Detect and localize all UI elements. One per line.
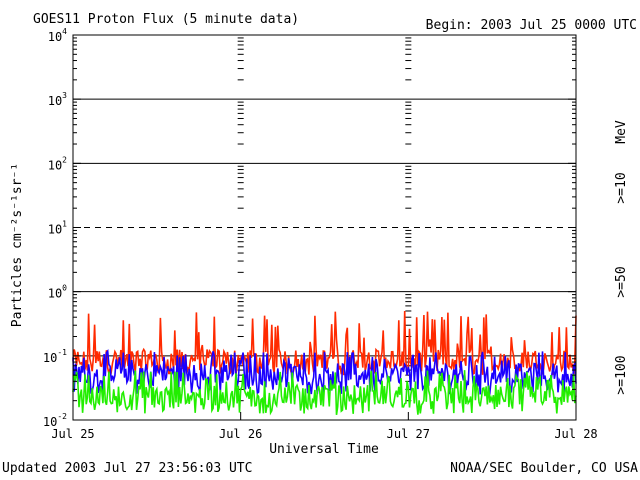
series-line-2	[72, 370, 577, 416]
y-tick-label: 103	[48, 91, 67, 108]
x-tick-label: Jul 25	[51, 427, 94, 441]
x-tick-label: Jul 28	[554, 427, 597, 441]
footer-credit: NOAA/SEC Boulder, CO USA	[450, 461, 638, 476]
y-tick-label: 102	[48, 155, 67, 172]
y-tick-label: 100	[48, 284, 67, 301]
x-axis-label: Universal Time	[269, 442, 379, 457]
begin-label: Begin: 2003 Jul 25 0000 UTC	[426, 18, 637, 33]
legend-entry: >=50	[614, 266, 629, 297]
y-tick-label: 10-2	[43, 412, 67, 429]
series-line-1	[72, 348, 577, 395]
chart-title: GOES11 Proton Flux (5 minute data)	[33, 12, 299, 27]
x-tick-label: Jul 26	[219, 427, 262, 441]
x-tick-label: Jul 27	[387, 427, 430, 441]
legend-entry: >=10	[614, 172, 629, 203]
y-tick-label: 10-1	[43, 348, 67, 365]
legend-entry: >=100	[614, 355, 629, 394]
series-line-0	[72, 310, 577, 376]
y-axis-label: Particles cm⁻²s⁻¹sr⁻¹	[10, 163, 25, 327]
y-tick-label: 101	[48, 220, 67, 237]
legend-units: MeV	[614, 120, 629, 144]
footer-updated: Updated 2003 Jul 27 23:56:03 UTC	[2, 461, 252, 476]
y-tick-label: 104	[48, 27, 67, 44]
